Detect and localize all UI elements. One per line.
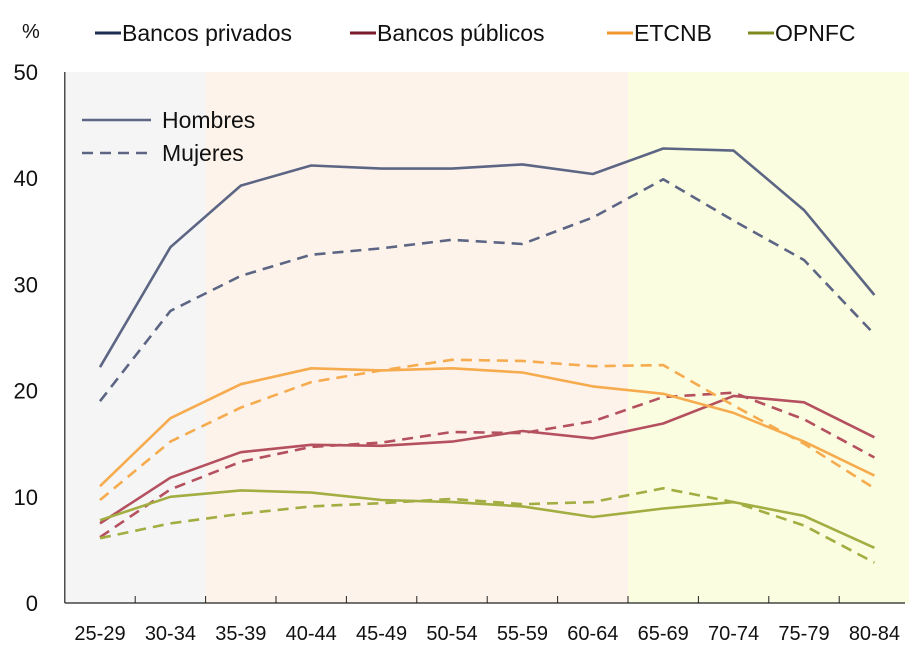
y-tick-label: 10: [14, 485, 38, 510]
y-tick-label: 0: [26, 591, 38, 616]
shaded-region: [205, 72, 628, 603]
legend-mujeres: Mujeres: [162, 140, 244, 166]
x-tick-label: 55-59: [497, 623, 548, 645]
series-line-bancos-privados-hombres: [98, 147, 876, 368]
x-tick-label: 50-54: [426, 623, 477, 645]
y-tick-label: 40: [14, 166, 38, 191]
y-tick-label: 20: [14, 379, 38, 404]
series-line-opnfc-hombres: [99, 489, 875, 549]
series-line-bancos-públicos-mujeres: [99, 391, 876, 539]
x-tick-label: 65-69: [638, 623, 689, 645]
x-tick-label: 45-49: [356, 623, 407, 645]
x-tick-label: 25-29: [74, 623, 125, 645]
series-line-etcnb-hombres: [99, 366, 875, 488]
series-line-opnfc-mujeres: [99, 486, 876, 564]
y-tick-label: 30: [14, 272, 38, 297]
x-tick-label: 70-74: [708, 623, 759, 645]
x-tick-label: 75-79: [778, 623, 829, 645]
legend-label: ETCNB: [634, 20, 712, 46]
legend-label: Bancos privados: [122, 20, 292, 46]
x-tick-label: 35-39: [215, 623, 266, 645]
x-tick-label: 80-84: [849, 623, 900, 645]
y-tick-label: 50: [14, 60, 38, 85]
x-tick-label: 60-64: [567, 623, 618, 645]
legend-label: OPNFC: [775, 20, 856, 46]
series-line-etcnb-mujeres: [99, 358, 876, 502]
legend-label: Bancos públicos: [377, 20, 545, 46]
series-line-bancos-privados-mujeres: [98, 178, 876, 402]
y-axis-unit: %: [22, 21, 40, 43]
x-tick-label: 30-34: [145, 623, 196, 645]
x-tick-label: 40-44: [286, 623, 337, 645]
legend-hombres: Hombres: [162, 107, 255, 133]
shaded-region: [628, 72, 909, 603]
